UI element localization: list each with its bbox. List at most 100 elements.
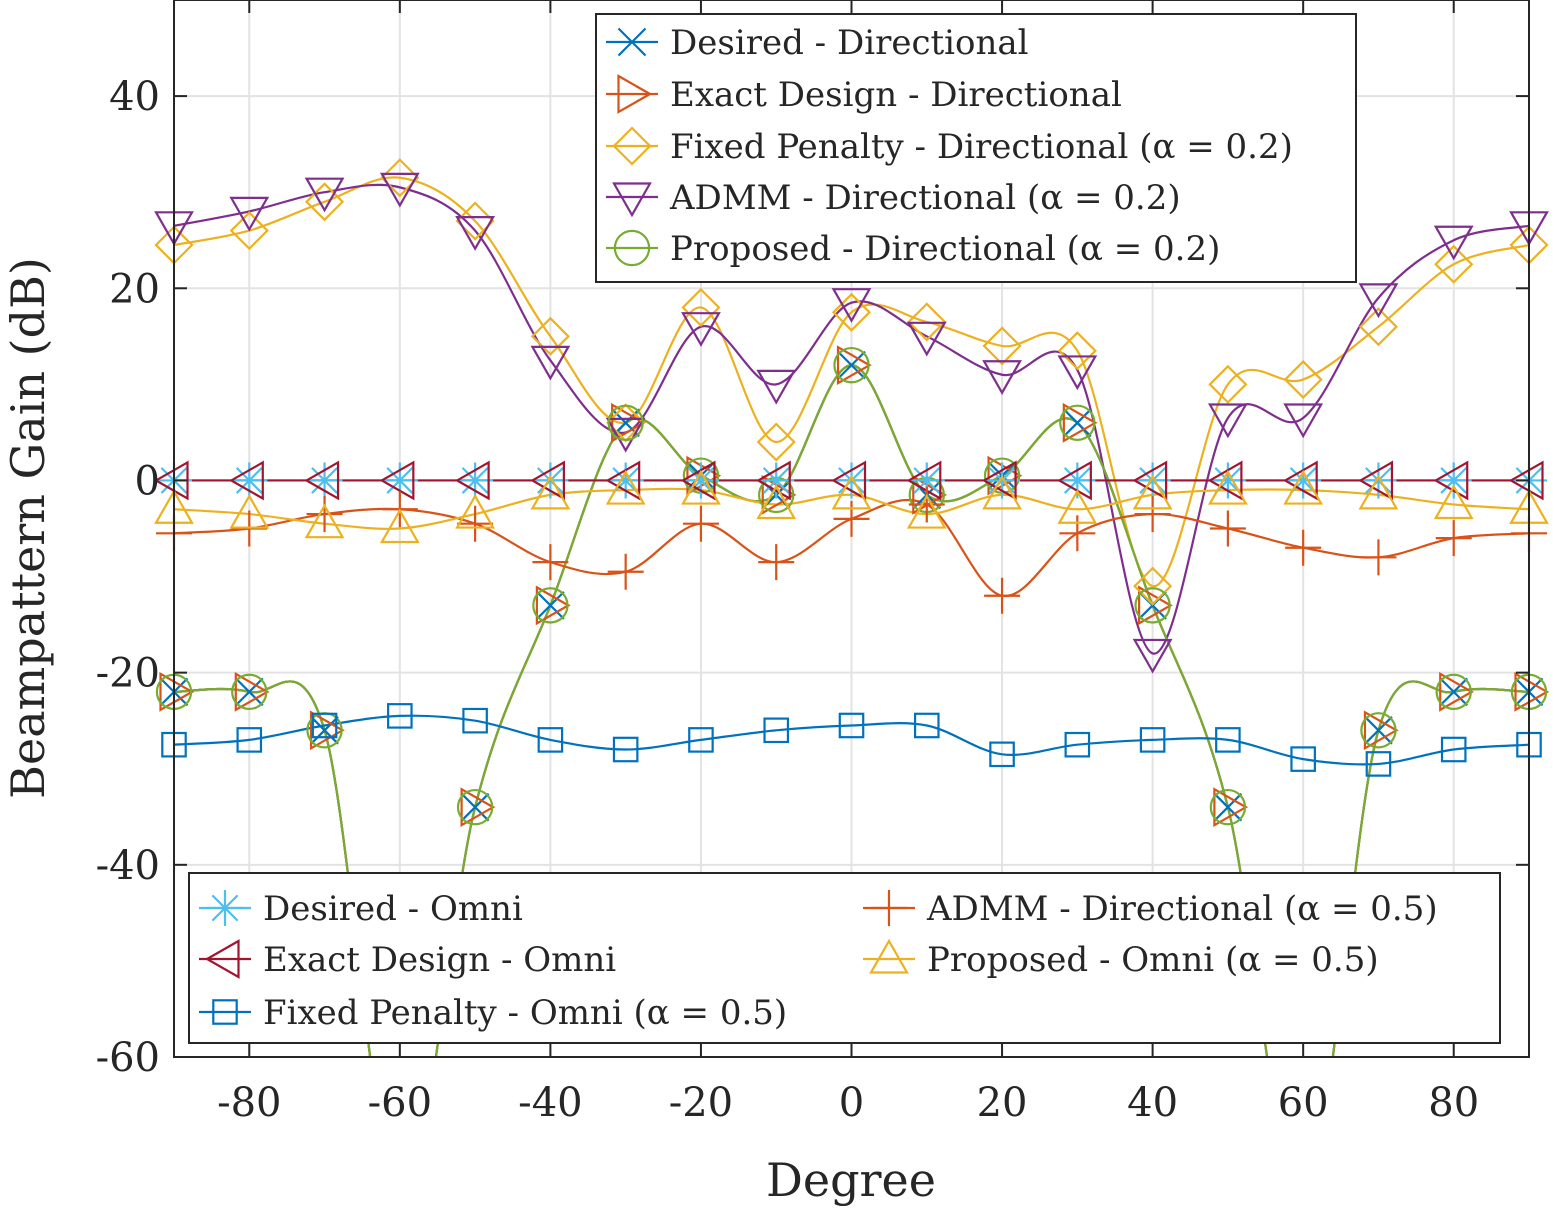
marker-exact-omni	[379, 460, 415, 501]
marker-exact-dir	[159, 671, 195, 712]
marker-desired-omni	[984, 462, 1021, 499]
marker-desired-omni	[1360, 462, 1397, 499]
marker-exact-omni	[1282, 460, 1318, 501]
marker-exact-dir	[234, 671, 270, 712]
marker-desired-omni	[1285, 462, 1322, 499]
marker-admm-omni	[908, 486, 945, 523]
legend-entry-exact-design-directional: Exact Design - Directional	[606, 74, 1122, 115]
legend-entry-fixed-penalty-omni-0-5: Fixed Penalty - Omni (α = 0.5)	[199, 993, 787, 1033]
marker-fixed-omni	[462, 707, 488, 734]
marker-proposed-omni	[906, 493, 947, 529]
legend-marker-fixed-dir	[612, 126, 652, 166]
marker-fixed-dir	[1208, 364, 1248, 404]
legend-label: Exact Design - Omni	[263, 940, 616, 980]
marker-desired-dir	[1213, 792, 1243, 822]
marker-exact-dir	[460, 787, 496, 828]
marker-fixed-omni	[989, 741, 1015, 768]
marker-desired-dir	[235, 677, 264, 707]
marker-fixed-omni	[236, 727, 263, 753]
marker-fixed-dir	[380, 158, 420, 198]
marker-desired-omni	[607, 462, 644, 499]
y-tick-label: 40	[109, 74, 160, 120]
marker-proposed-omni	[1132, 474, 1173, 510]
marker-proposed-omni	[455, 493, 496, 529]
series-line-fixed-omni	[174, 714, 1529, 766]
legend-entry-admm-directional-0-5: ADMM - Directional (α = 0.5)	[863, 889, 1438, 929]
legend-label: Fixed Penalty - Directional (α = 0.2)	[670, 127, 1293, 167]
legend-entry-proposed-omni-0-5: Proposed - Omni (α = 0.5)	[863, 938, 1379, 980]
marker-fixed-omni	[763, 717, 790, 744]
marker-fixed-omni	[688, 727, 714, 753]
marker-desired-dir	[837, 350, 866, 380]
marker-admm-omni	[984, 577, 1021, 614]
x-tick-label: 0	[839, 1080, 864, 1126]
marker-admm-dir	[982, 360, 1022, 395]
legend-marker-exact-omni	[204, 939, 240, 979]
marker-exact-dir	[686, 455, 722, 496]
marker-exact-dir	[1514, 671, 1550, 712]
legend-label: ADMM - Directional (α = 0.5)	[926, 889, 1438, 929]
marker-fixed-dir	[907, 302, 947, 342]
marker-proposed-dir	[1059, 404, 1096, 441]
marker-exact-dir	[761, 474, 797, 515]
marker-exact-omni	[680, 460, 716, 501]
marker-proposed-omni	[530, 474, 571, 510]
x-tick-label: 80	[1428, 1080, 1479, 1126]
series-line-admm-dir	[174, 183, 1529, 655]
marker-exact-omni	[605, 460, 641, 501]
marker-admm-dir	[530, 345, 571, 381]
marker-admm-dir	[229, 196, 270, 232]
legend-label: Proposed - Directional (α = 0.2)	[670, 229, 1220, 269]
marker-fixed-omni	[612, 736, 639, 763]
legend-marker-admm-dir	[612, 182, 652, 218]
marker-exact-dir	[1439, 671, 1474, 712]
marker-fixed-omni	[1139, 727, 1166, 753]
marker-desired-omni	[833, 462, 870, 499]
legend-bottom-box	[188, 872, 1501, 1044]
y-axis-label: Beampattern Gain (dB)	[1, 257, 55, 799]
marker-proposed-omni	[304, 503, 345, 539]
legend-marker-exact-dir	[617, 74, 653, 114]
marker-fixed-dir	[831, 292, 872, 332]
x-tick-label: 60	[1278, 1080, 1329, 1126]
marker-proposed-omni	[229, 493, 270, 529]
marker-admm-dir	[831, 288, 872, 323]
marker-desired-omni	[231, 462, 268, 499]
marker-desired-omni	[1059, 462, 1096, 499]
marker-desired-dir	[1439, 677, 1468, 707]
marker-admm-omni	[1360, 539, 1397, 576]
marker-admm-dir	[455, 216, 496, 251]
marker-proposed-dir	[607, 404, 644, 441]
marker-fixed-dir	[1434, 244, 1474, 284]
marker-exact-omni	[454, 460, 490, 501]
legend-marker-desired-dir	[617, 27, 647, 57]
marker-fixed-dir	[982, 326, 1022, 366]
marker-admm-omni	[1285, 529, 1322, 566]
legend-entry-desired-omni: Desired - Omni	[199, 889, 523, 929]
marker-proposed-dir	[1360, 712, 1397, 749]
marker-admm-omni	[457, 505, 494, 542]
marker-admm-omni	[1209, 510, 1246, 547]
marker-desired-omni	[682, 462, 719, 499]
legend-top-box	[595, 13, 1357, 283]
marker-fixed-omni	[1290, 746, 1316, 772]
marker-admm-dir	[756, 369, 797, 405]
marker-admm-dir	[906, 321, 947, 357]
marker-fixed-dir	[1358, 307, 1398, 347]
marker-admm-omni	[607, 553, 644, 590]
marker-fixed-dir	[229, 211, 269, 251]
marker-proposed-dir	[1435, 673, 1472, 711]
marker-proposed-omni	[1207, 469, 1248, 505]
marker-fixed-omni	[537, 727, 564, 753]
marker-admm-omni	[1435, 520, 1472, 557]
marker-exact-dir	[1062, 402, 1098, 443]
x-tick-label: -80	[217, 1080, 281, 1126]
marker-proposed-dir	[833, 346, 870, 384]
marker-proposed-dir	[532, 587, 569, 624]
x-tick-label: -60	[368, 1080, 432, 1126]
y-tick-label: 0	[135, 458, 160, 504]
marker-fixed-omni	[1064, 731, 1091, 758]
legend-label: Desired - Omni	[263, 889, 523, 929]
marker-fixed-dir	[305, 182, 345, 222]
marker-fixed-dir	[756, 422, 796, 462]
